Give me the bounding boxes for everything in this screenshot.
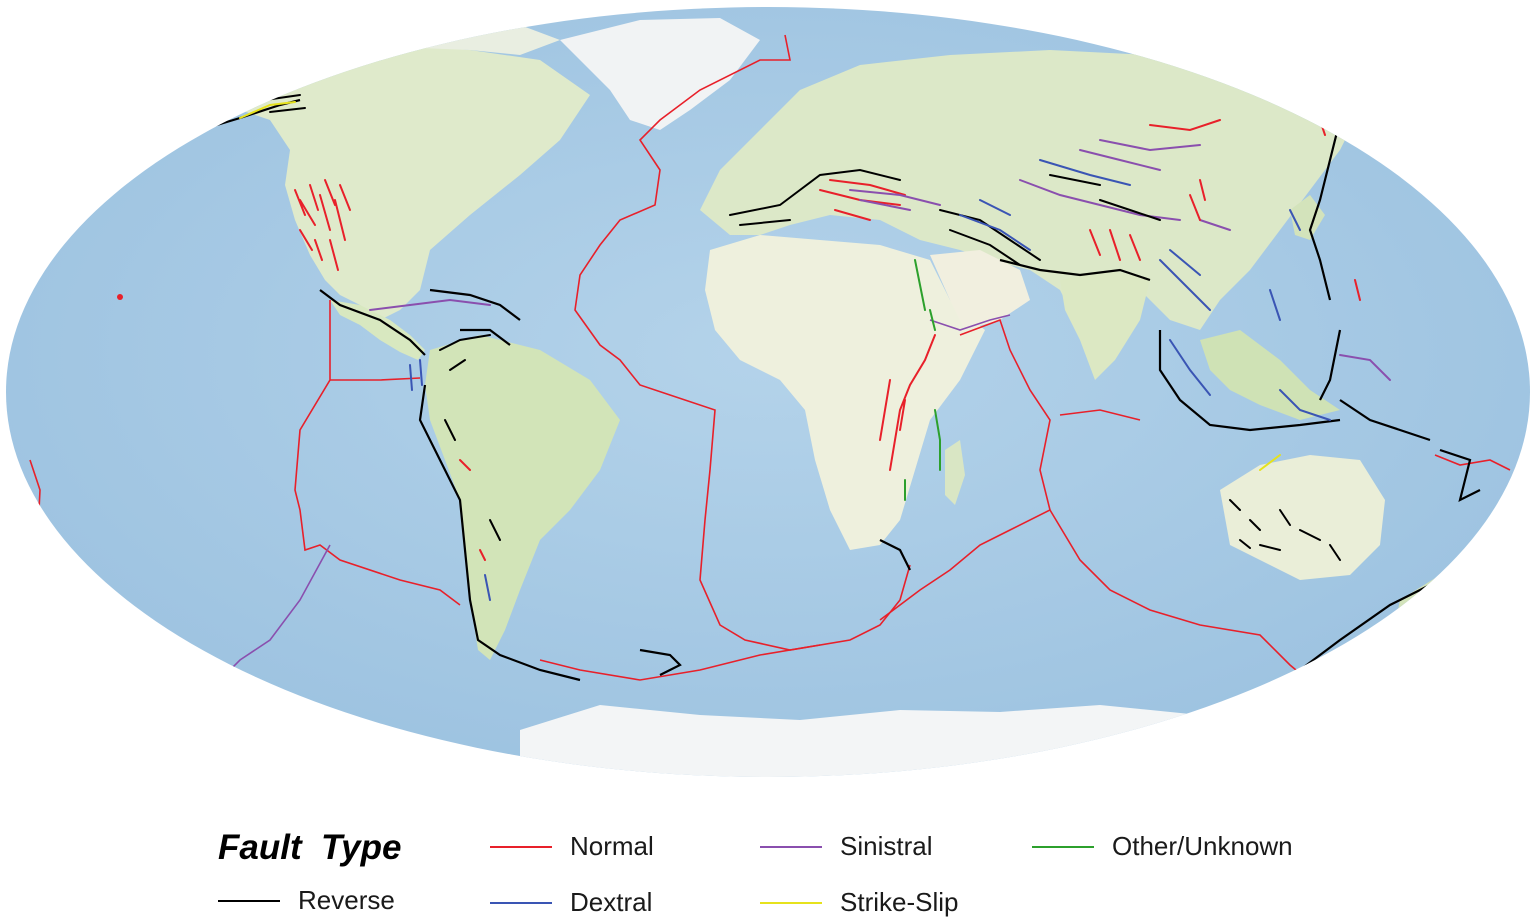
north-america — [200, 45, 590, 320]
world-fault-map — [6, 7, 1530, 777]
sumatra-dextral — [1169, 339, 1331, 421]
southeast-asia — [1200, 330, 1340, 420]
china-normal — [1189, 179, 1206, 221]
japan-dextral — [1269, 209, 1301, 321]
japan-trench — [1308, 119, 1342, 301]
fault-clusters — [224, 84, 1391, 601]
legend-swatch-dextral — [490, 901, 552, 904]
new-guinea-trench — [1339, 399, 1431, 442]
tienshan-reverse — [1049, 174, 1161, 221]
legend-item-dextral: Dextral — [490, 887, 652, 918]
caribbean-sinistral — [369, 298, 491, 311]
indonesia-sinistral — [1339, 354, 1391, 381]
legend-label-other-unknown: Other/Unknown — [1112, 831, 1293, 861]
india — [1060, 270, 1150, 380]
east-african-rift-other — [904, 259, 941, 501]
arctic-ridge — [1089, 29, 1111, 36]
arabia — [930, 250, 1030, 330]
africa — [705, 235, 985, 550]
andean-trench — [418, 384, 581, 682]
andes-normal — [459, 459, 486, 561]
east-pacific-rise — [294, 300, 461, 606]
central-america — [330, 300, 425, 360]
legend-swatch-normal — [490, 845, 552, 848]
southeast-indian-ridge — [1049, 509, 1321, 691]
mediterranean-reverse — [729, 168, 901, 226]
east-african-rift-normal — [879, 334, 936, 471]
southern-ocean-ridge — [539, 644, 821, 681]
tasman-boundary — [1059, 409, 1141, 421]
antarctica — [520, 705, 1250, 777]
australia-reverse — [1229, 499, 1341, 561]
legend-label-normal: Normal — [570, 831, 654, 861]
hawaii-fault — [117, 294, 123, 300]
tibet-dextral — [1039, 159, 1211, 311]
south-america — [425, 335, 620, 660]
arctic-islands — [380, 20, 560, 55]
basin-range-faults — [294, 179, 351, 271]
greenland — [560, 18, 760, 130]
philippine-trench — [1319, 329, 1342, 401]
legend-title: Fault Type — [218, 828, 402, 867]
himalaya-front — [999, 258, 1151, 282]
caribbean-arc — [429, 288, 521, 346]
eurasia — [700, 50, 1360, 330]
anatolian-faults — [849, 189, 941, 211]
pacific-west-boundary — [1434, 454, 1511, 471]
legend-label-dextral: Dextral — [570, 887, 653, 917]
legend-swatch-reverse — [218, 899, 280, 902]
australia-strike-slip — [1259, 454, 1281, 471]
scotia-arc — [639, 648, 682, 676]
red-sea-rift — [929, 314, 1011, 331]
madagascar — [945, 440, 965, 505]
australia — [1220, 455, 1385, 580]
mid-atlantic-ridge — [574, 34, 911, 651]
indian-ridge — [879, 318, 1051, 621]
legend-item-strike-slip: Strike-Slip — [760, 887, 958, 918]
tibet-sinistral — [1019, 139, 1231, 231]
landmasses — [200, 18, 1465, 777]
tibet-normal — [1089, 119, 1221, 261]
south-atlantic-trench — [879, 539, 911, 571]
legend-label-reverse: Reverse — [298, 885, 395, 915]
sunda-trench — [1158, 330, 1341, 432]
legend-item-other-unknown: Other/Unknown — [1032, 831, 1293, 862]
legend-label-strike-slip: Strike-Slip — [840, 887, 959, 917]
andes-faults — [439, 334, 501, 541]
nazca-boundary — [330, 377, 421, 381]
legend-swatch-strike-slip — [760, 901, 822, 904]
iran-dextral — [959, 199, 1031, 251]
legend-label-sinistral: Sinistral — [840, 831, 933, 861]
legend-item-normal: Normal — [490, 831, 654, 862]
legend-swatch-other-unknown — [1032, 845, 1094, 848]
andes-dextral — [409, 359, 491, 601]
legend-swatch-sinistral — [760, 845, 822, 848]
legend-item-reverse: Reverse — [218, 885, 395, 916]
central-america-trench — [319, 289, 426, 356]
tonga-trench — [1439, 448, 1481, 503]
legend-item-sinistral: Sinistral — [760, 831, 932, 862]
